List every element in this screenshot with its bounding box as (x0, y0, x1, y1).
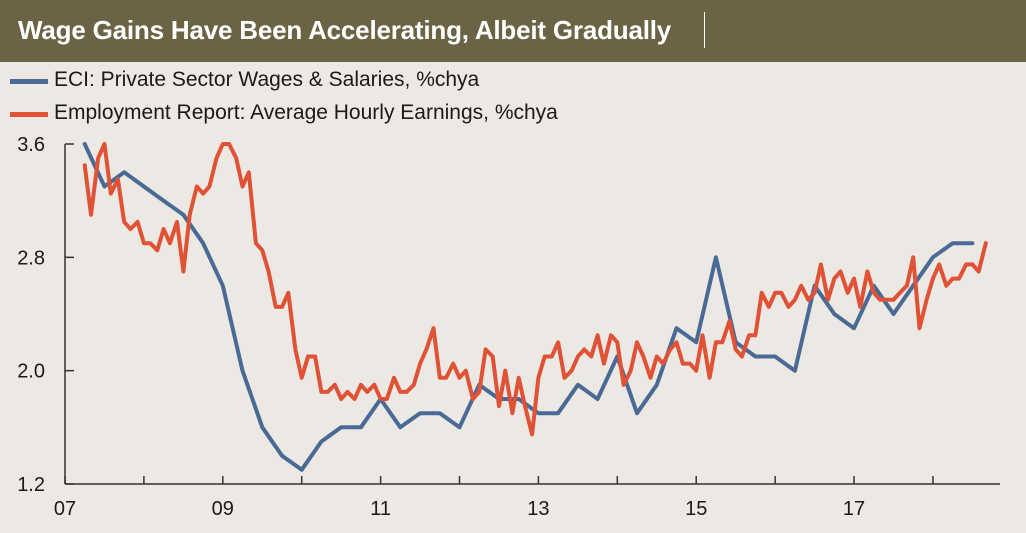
y-tick-label: 2.0 (17, 361, 45, 383)
series-line-ahe (82, 142, 988, 437)
x-tick-label: 15 (685, 498, 707, 520)
legend-label-eci: ECI: Private Sector Wages & Salaries, %c… (54, 68, 480, 91)
series-group (82, 142, 988, 472)
chart-title: Wage Gains Have Been Accelerating, Albei… (18, 15, 672, 45)
legend-label-ahe: Employment Report: Average Hourly Earnin… (54, 101, 558, 124)
x-tick-label: 07 (54, 498, 76, 520)
x-tick-label: 13 (527, 498, 549, 520)
x-tick-label: 09 (212, 498, 234, 520)
y-tick-label: 1.2 (17, 474, 45, 496)
legend-swatch-ahe (10, 112, 48, 117)
x-tick-label: 17 (843, 498, 865, 520)
legend-swatch-eci (10, 79, 48, 84)
y-tick-label: 3.6 (17, 134, 45, 156)
text-cursor (704, 12, 705, 48)
x-tick-label: 11 (370, 498, 391, 520)
title-bar: Wage Gains Have Been Accelerating, Albei… (0, 0, 1026, 62)
axes: 1.2 2.0 2.8 3.6 07 09 11 13 15 17 (17, 134, 1000, 520)
series-line-eci (82, 142, 975, 472)
y-tick-label: 2.8 (17, 247, 45, 269)
